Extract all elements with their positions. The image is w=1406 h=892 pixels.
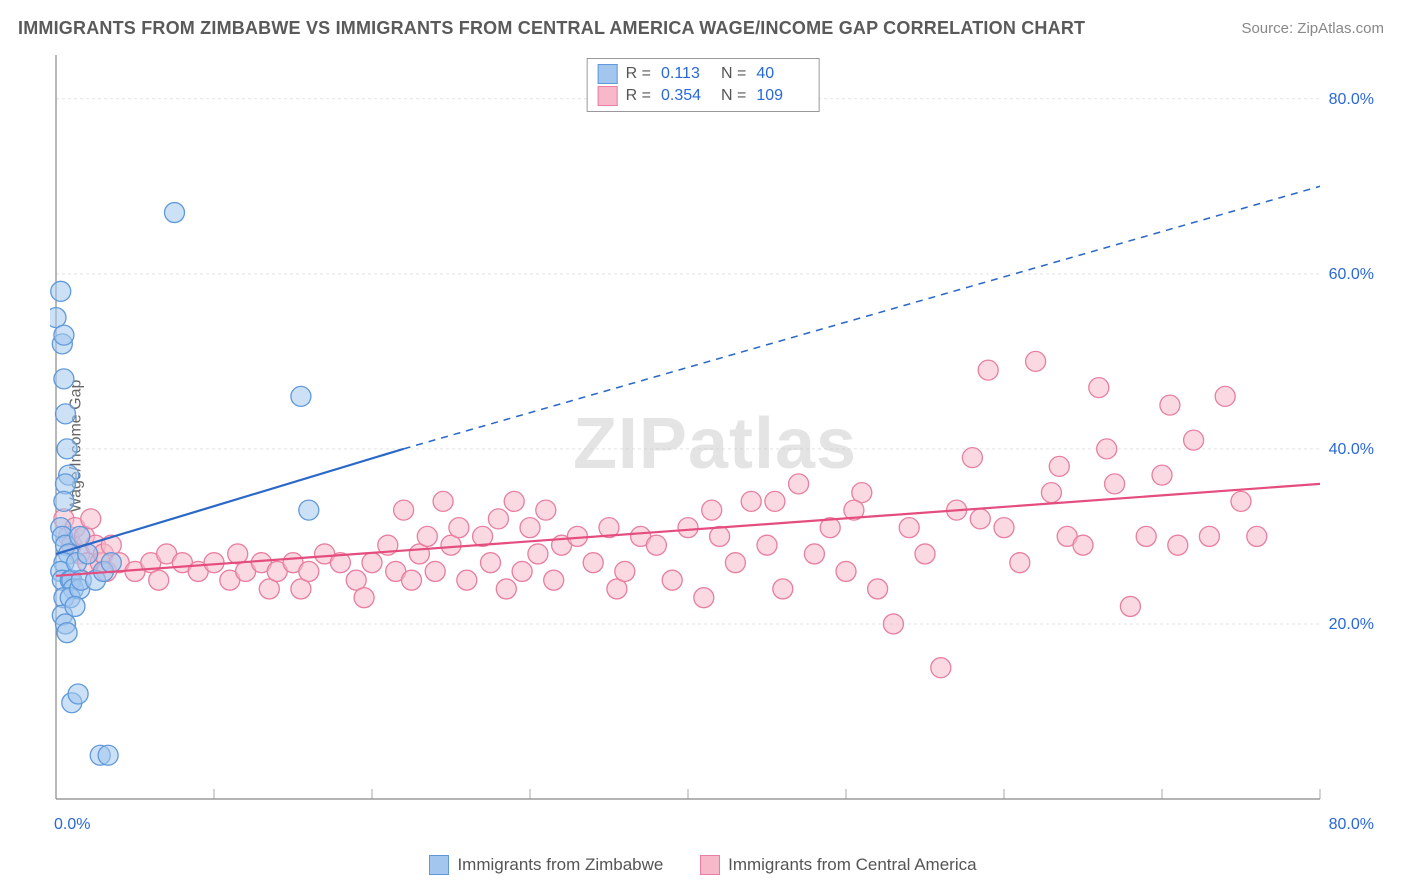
legend-stats: R = 0.113 N = 40 R = 0.354 N = 109 <box>587 58 820 112</box>
legend-label-1: Immigrants from Zimbabwe <box>457 855 663 875</box>
legend-item-2: Immigrants from Central America <box>700 855 976 875</box>
n-label: N = <box>721 87 746 105</box>
swatch-series-2 <box>598 86 618 106</box>
svg-text:0.0%: 0.0% <box>54 816 90 833</box>
svg-text:80.0%: 80.0% <box>1329 91 1374 108</box>
legend-stats-row-1: R = 0.113 N = 40 <box>598 63 809 85</box>
n-value-1: 40 <box>756 65 808 83</box>
legend-item-1: Immigrants from Zimbabwe <box>429 855 663 875</box>
legend-stats-row-2: R = 0.354 N = 109 <box>598 85 809 107</box>
scatter-plot: 20.0%40.0%60.0%80.0%0.0%80.0% ZIPatlas <box>50 55 1380 833</box>
r-value-1: 0.113 <box>661 65 713 83</box>
swatch-series-2 <box>700 855 720 875</box>
svg-text:20.0%: 20.0% <box>1329 616 1374 633</box>
chart-title: IMMIGRANTS FROM ZIMBABWE VS IMMIGRANTS F… <box>18 18 1085 39</box>
svg-text:80.0%: 80.0% <box>1329 816 1374 833</box>
n-value-2: 109 <box>756 87 808 105</box>
r-label: R = <box>626 65 651 83</box>
r-label: R = <box>626 87 651 105</box>
svg-text:60.0%: 60.0% <box>1329 266 1374 283</box>
legend-label-2: Immigrants from Central America <box>728 855 976 875</box>
n-label: N = <box>721 65 746 83</box>
r-value-2: 0.354 <box>661 87 713 105</box>
swatch-series-1 <box>429 855 449 875</box>
chart-svg: 20.0% 40.0% 60.0% 80.0% 0.0% 80.0% <box>50 55 1380 833</box>
source-label: Source: ZipAtlas.com <box>1241 20 1384 37</box>
svg-text:40.0%: 40.0% <box>1329 441 1374 458</box>
swatch-series-1 <box>598 64 618 84</box>
legend-series: Immigrants from Zimbabwe Immigrants from… <box>0 855 1406 880</box>
